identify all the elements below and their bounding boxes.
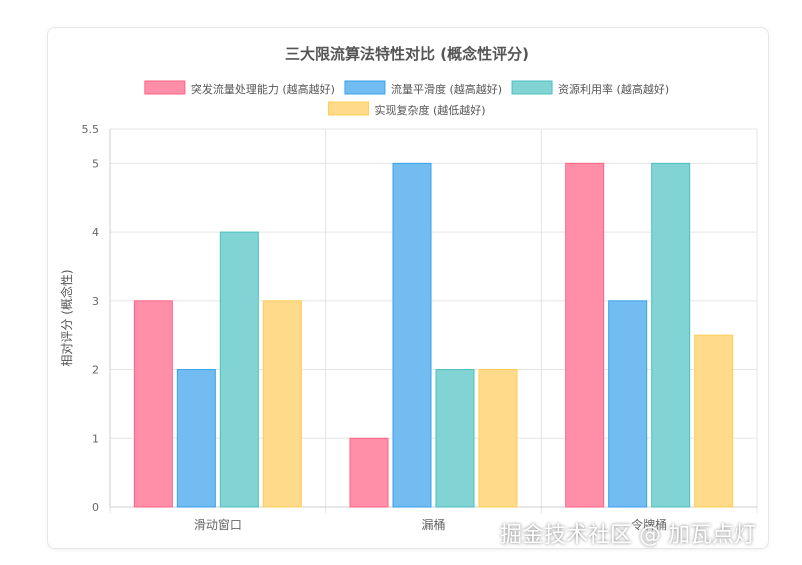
bar xyxy=(133,300,173,508)
y-tick-label: 5.5 xyxy=(82,123,100,136)
legend-swatch xyxy=(511,80,553,95)
legend-label: 流量平滑度 (越高越好) xyxy=(391,82,502,96)
bar xyxy=(478,369,518,508)
bar xyxy=(219,231,259,508)
x-tick-label: 漏桶 xyxy=(421,517,445,532)
legend-item[interactable]: 实现复杂度 (越低越好) xyxy=(327,101,486,117)
legend-item[interactable]: 资源利用率 (越高越好) xyxy=(511,80,669,96)
legend-label: 突发流量处理能力 (越高越好) xyxy=(191,82,335,96)
bar xyxy=(694,334,734,508)
legend-label: 资源利用率 (越高越好) xyxy=(558,82,669,96)
y-tick-label: 3 xyxy=(92,295,99,308)
y-tick-label: 4 xyxy=(92,226,99,239)
y-tick-label: 1 xyxy=(92,432,99,445)
y-tick-label: 0 xyxy=(92,501,99,514)
legend-swatch xyxy=(344,80,386,95)
x-tick-label: 滑动窗口 xyxy=(194,518,242,532)
bar xyxy=(435,369,475,508)
chart-title: 三大限流算法特性对比 (概念性评分) xyxy=(285,45,529,63)
legend-item[interactable]: 流量平滑度 (越高越好) xyxy=(344,80,502,96)
grid xyxy=(109,128,758,513)
y-axis-label: 相对评分 (概念性) xyxy=(59,269,74,366)
bar xyxy=(262,300,302,508)
bar xyxy=(565,162,605,508)
legend-swatch xyxy=(144,80,186,95)
legend-swatch xyxy=(327,101,369,116)
legend-item[interactable]: 突发流量处理能力 (越高越好) xyxy=(144,80,335,96)
x-tick-label: 令牌桶 xyxy=(631,517,667,532)
bar xyxy=(349,437,389,508)
y-tick-label: 2 xyxy=(92,364,99,377)
y-tick-label: 5 xyxy=(92,157,99,170)
bar xyxy=(608,300,648,508)
legend: 突发流量处理能力 (越高越好) 流量平滑度 (越高越好) 资源利用率 (越高越好) 实… xyxy=(144,80,669,117)
bar xyxy=(176,369,216,508)
watermark: 掘金技术社区 @ 加瓦点灯 xyxy=(500,523,756,548)
bar xyxy=(651,162,691,508)
legend-label: 实现复杂度 (越低越好) xyxy=(374,103,485,117)
ticks: 0 1 2 3 4 5 5.5 滑动窗口 漏桶 令牌桶 xyxy=(82,123,668,532)
bars xyxy=(133,162,734,508)
bar xyxy=(392,162,432,508)
